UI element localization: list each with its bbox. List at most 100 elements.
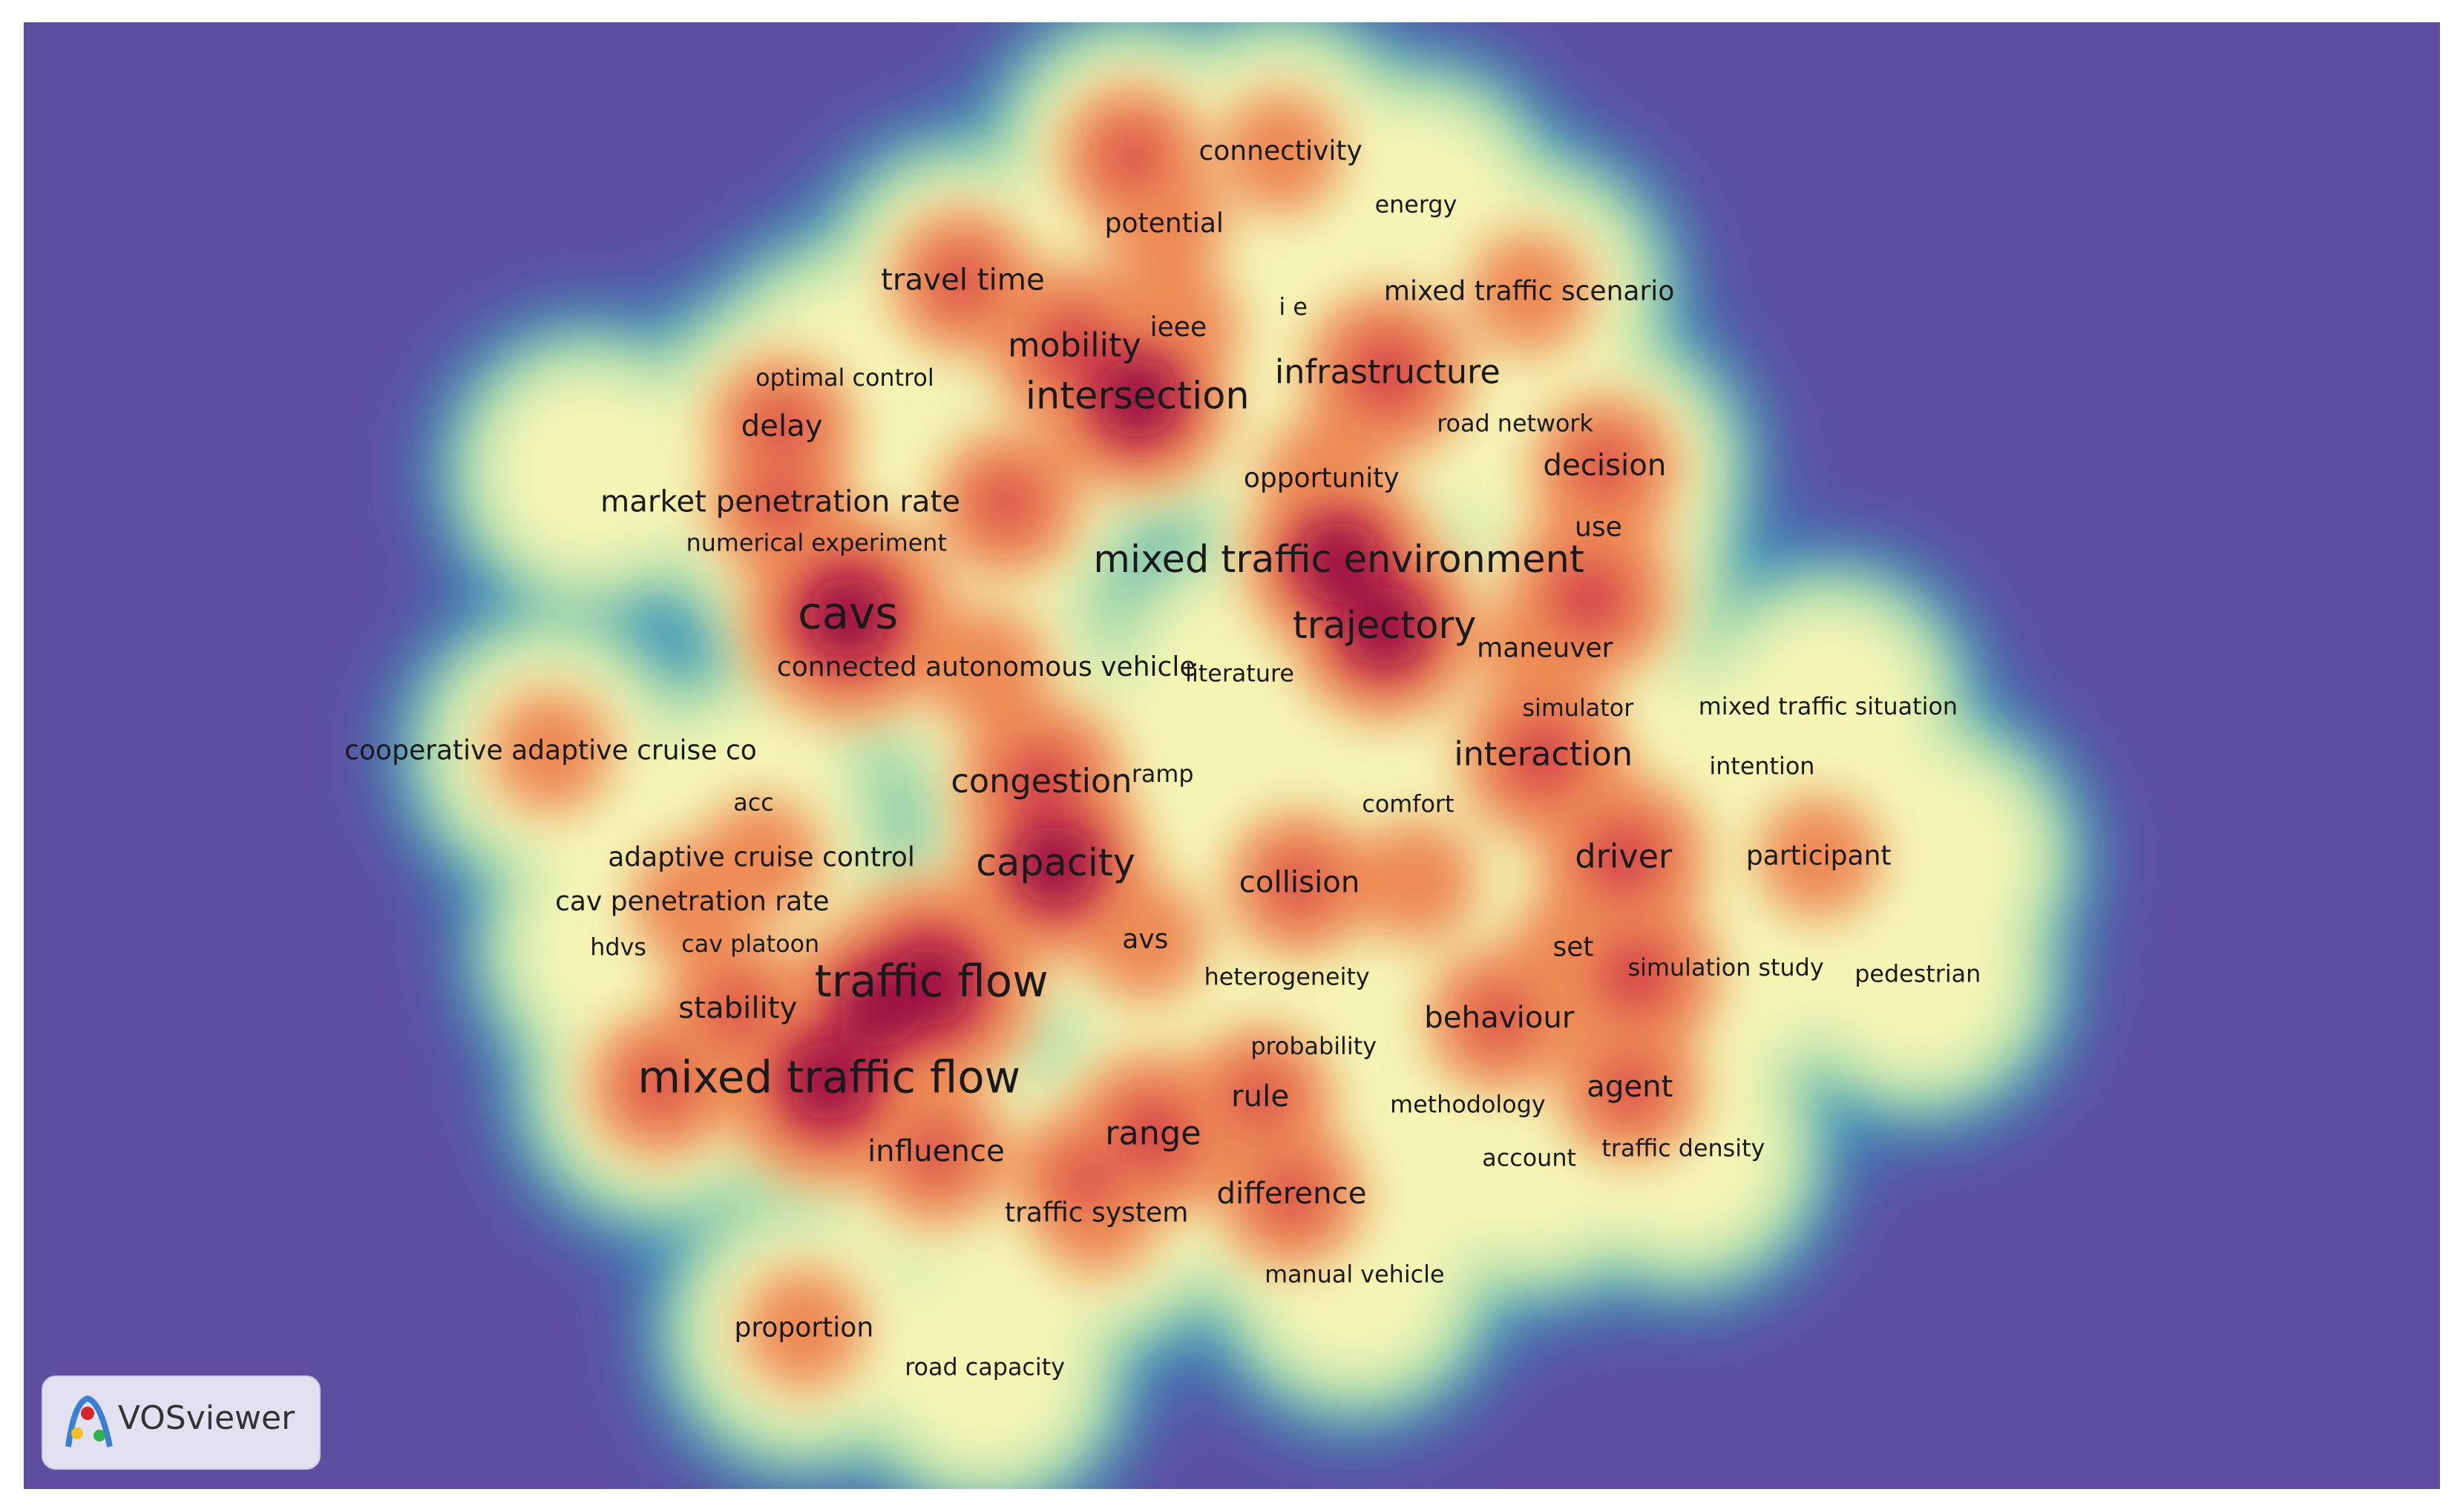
density-spot: [1554, 562, 1624, 633]
term-label: road capacity: [905, 1353, 1065, 1381]
term-label: avs: [1122, 924, 1168, 955]
density-spot: [1107, 132, 1158, 183]
density-spot: [925, 607, 1048, 730]
density-spot: [1589, 824, 1659, 894]
density-spot: [1219, 91, 1342, 214]
density-spot: [911, 1128, 962, 1178]
density-spot: [1014, 824, 1097, 907]
term-label: capacity: [976, 841, 1135, 884]
term-label: simulator: [1522, 694, 1634, 722]
term-label: range: [1105, 1115, 1201, 1153]
term-label: intersection: [1026, 373, 1250, 417]
term-label: traffic flow: [814, 956, 1048, 1007]
density-spot: [1343, 586, 1426, 668]
term-label: cav penetration rate: [555, 887, 829, 917]
density-spot: [1604, 1063, 1656, 1114]
density-spot: [1601, 940, 1671, 1010]
term-label: set: [1552, 932, 1593, 962]
density-spot: [712, 985, 764, 1035]
term-label: stability: [678, 991, 797, 1025]
term-label: connectivity: [1198, 137, 1362, 167]
density-spot: [937, 256, 988, 307]
term-labels: connectivity energy potential travel time mi…: [344, 137, 1981, 1381]
term-label: travel time: [881, 263, 1045, 297]
term-label: trajectory: [1293, 603, 1477, 647]
term-label: infrastructure: [1275, 354, 1501, 392]
term-label: mixed traffic flow: [637, 1052, 1020, 1103]
term-label: road network: [1437, 410, 1593, 437]
density-spot: [635, 1059, 686, 1111]
term-label: optimal control: [755, 364, 934, 392]
term-label: difference: [1216, 1177, 1366, 1211]
density-spot: [981, 478, 1032, 529]
term-label: energy: [1375, 191, 1457, 219]
density-spot: [1825, 747, 2046, 967]
term-label: adaptive cruise control: [608, 843, 915, 873]
density-spot: [1298, 520, 1380, 602]
density-spot: [1467, 231, 1591, 354]
term-label: mixed traffic scenario: [1384, 276, 1674, 306]
density-spot: [1096, 357, 1178, 439]
density-spot: [1353, 339, 1423, 410]
density-spot: [1118, 1101, 1188, 1171]
term-label: hdvs: [590, 933, 646, 961]
density-spot: [1060, 1154, 1111, 1205]
density-spot: [631, 841, 754, 964]
term-label: ramp: [1132, 760, 1194, 788]
term-label: decision: [1543, 449, 1666, 483]
term-label: rule: [1231, 1079, 1289, 1114]
term-label: traffic density: [1601, 1135, 1765, 1163]
term-label: potential: [1105, 208, 1224, 239]
density-spot: [755, 478, 806, 529]
term-label: congestion: [951, 763, 1132, 801]
term-label: methodology: [1390, 1091, 1546, 1118]
term-label: interaction: [1454, 736, 1633, 774]
density-spot: [742, 1267, 865, 1391]
term-label: acc: [733, 789, 773, 816]
density-spot: [1274, 858, 1325, 910]
term-label: use: [1575, 512, 1622, 542]
density-spot: [807, 575, 889, 658]
logo-box: VOSviewer: [42, 1375, 321, 1470]
density-spot: [874, 1258, 1095, 1479]
term-label: collision: [1239, 865, 1360, 899]
term-label: i e: [1279, 294, 1308, 321]
term-label: mixed traffic situation: [1699, 693, 1958, 720]
density-spot: [1579, 441, 1630, 493]
density-spot: [1266, 1170, 1317, 1221]
term-label: cavs: [798, 588, 898, 639]
term-label: proportion: [734, 1312, 873, 1343]
density-spot: [1006, 749, 1077, 818]
term-label: agent: [1587, 1070, 1673, 1104]
term-label: influence: [868, 1134, 1005, 1168]
term-label: participant: [1746, 841, 1892, 871]
term-label: mixed traffic environment: [1093, 537, 1584, 581]
term-label: behaviour: [1424, 1001, 1575, 1035]
density-spot: [479, 361, 701, 582]
density-spot: [1474, 993, 1525, 1045]
density-spot: [788, 1039, 870, 1122]
term-label: probability: [1250, 1033, 1377, 1060]
logo-icon: [65, 1395, 113, 1447]
density-dark: [788, 357, 1426, 1122]
term-label: delay: [741, 410, 823, 444]
density-spot: [1040, 312, 1109, 383]
density-spot: [1509, 722, 1578, 792]
term-label: opportunity: [1244, 464, 1400, 494]
term-label: comfort: [1362, 790, 1454, 818]
term-label: simulation study: [1628, 954, 1824, 982]
term-label: market penetration rate: [600, 484, 960, 519]
term-label: ieee: [1150, 312, 1207, 343]
density-spot: [1757, 795, 1880, 919]
term-label: pedestrian: [1854, 960, 1981, 987]
term-label: mobility: [1008, 327, 1141, 365]
density-spot: [1083, 879, 1207, 1002]
term-label: literature: [1185, 660, 1294, 687]
term-label: numerical experiment: [686, 530, 947, 557]
logo-text: VOSviewer: [118, 1399, 295, 1437]
term-label: cooperative adaptive cruise co: [344, 735, 757, 766]
density-spot: [840, 965, 922, 1048]
density-spot: [1235, 1072, 1286, 1123]
term-label: maneuver: [1477, 634, 1613, 664]
